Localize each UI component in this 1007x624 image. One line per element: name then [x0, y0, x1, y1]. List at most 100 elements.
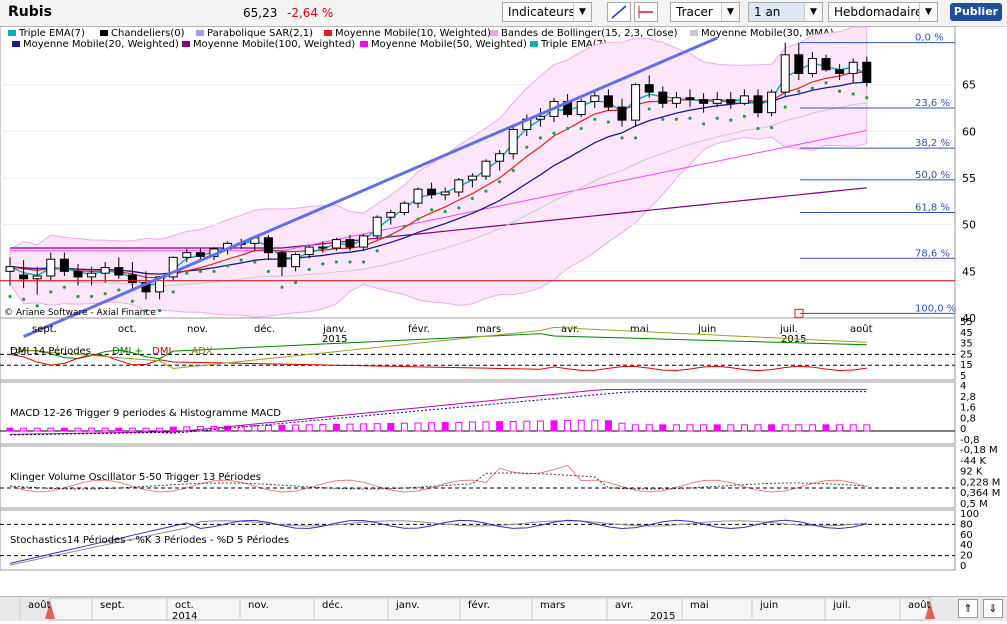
ma100-line	[10, 187, 867, 249]
macd-histogram-bar	[33, 427, 41, 432]
legend-swatch	[690, 30, 698, 36]
klinger-panel-title: Klinger Volume Oscillator 5-50 Trigger 1…	[10, 472, 261, 483]
collapse-icon[interactable]: ⇓	[983, 599, 1003, 618]
stoch-k-line	[9, 519, 867, 564]
draw-dropdown[interactable]: Tracer ▼	[670, 2, 740, 22]
macd-histogram-bar	[795, 424, 803, 432]
y-tick-label: 45	[962, 265, 976, 278]
macd-histogram-bar	[360, 423, 368, 432]
macd-histogram-bar	[740, 424, 748, 432]
indicator-tick-label: 4	[960, 381, 966, 392]
interval-value: Hebdomadaire	[834, 5, 923, 19]
candle-body	[386, 212, 396, 218]
y-tick-label: 55	[962, 172, 976, 185]
fib-level-label: 23,6 %	[915, 98, 950, 109]
indicator-tick-label: 0,228 M	[960, 477, 1000, 488]
sar-dot	[647, 107, 651, 111]
navigator-month-label: mai	[690, 600, 709, 611]
sar-dot	[35, 304, 39, 308]
legend-label: Moyenne Mobile(50, Weighted)	[371, 39, 527, 50]
legend-swatch	[100, 30, 108, 36]
legend-label: Bandes de Bollinger(15, 2,3, Close)	[501, 28, 678, 39]
sar-dot	[375, 249, 379, 253]
publish-button[interactable]: Publier	[950, 3, 1002, 21]
candle-body	[100, 267, 110, 274]
left-handle-icon	[45, 601, 55, 619]
sar-dot	[130, 299, 134, 303]
period-select[interactable]: 1 an ▼	[748, 2, 823, 22]
x-tick-label: mars	[476, 324, 501, 335]
sar-dot	[443, 210, 447, 214]
candle-body	[87, 272, 97, 278]
sar-dot	[498, 180, 502, 184]
navigator-year-label: 2015	[650, 611, 675, 621]
sar-dot	[266, 269, 270, 273]
x-tick-label: août	[850, 323, 873, 335]
sar-dot	[103, 292, 107, 296]
sar-dot	[185, 271, 189, 275]
macd-histogram-bar	[115, 427, 123, 432]
candle-body	[671, 97, 681, 104]
toolbar: Rubis 65,23 -2,64 % Indicateurs ▼ Tracer…	[0, 0, 1007, 27]
macd-histogram-bar	[645, 424, 653, 432]
x-tick-label: nov.	[187, 324, 208, 335]
expand-up-icon[interactable]: ⇑	[958, 599, 978, 618]
sar-dot	[362, 260, 366, 264]
fib-level-label: 38,2 %	[915, 138, 950, 149]
stochastics-panel-title: Stochastics14 Périodes - %K 3 Périodes -…	[10, 535, 290, 546]
trend-line	[23, 36, 718, 339]
level-draw-button[interactable]	[634, 2, 658, 22]
sar-dot	[851, 92, 855, 96]
candle-body	[726, 99, 736, 104]
candle-body	[685, 97, 695, 101]
macd-histogram-bar	[509, 420, 517, 432]
candle-body	[32, 275, 42, 280]
sar-dot	[688, 116, 692, 120]
macd-histogram-bar	[632, 424, 640, 432]
indicator-tick-label: 1,6	[960, 403, 976, 414]
time-navigator[interactable]: août sept. oct. nov. déc. janv. févr. mars avr. m…	[0, 596, 1007, 622]
sar-dot	[226, 264, 230, 268]
x-tick-label: avr.	[561, 324, 579, 335]
candle-body	[73, 270, 83, 278]
candle-body	[835, 69, 845, 74]
x-tick-label: juin	[697, 324, 716, 335]
macd-histogram-bar	[319, 424, 327, 432]
navigator-year-label: 2014	[172, 611, 197, 621]
interval-select[interactable]: Hebdomadaire ▼	[828, 2, 938, 22]
macd-trigger-line	[9, 391, 867, 436]
candle-body	[753, 95, 763, 114]
sar-dot	[579, 126, 583, 131]
sar-dot	[620, 136, 624, 140]
navigator-track[interactable]: août sept. oct. nov. déc. janv. févr. mars avr. m…	[0, 597, 1007, 622]
draw-label: Tracer	[676, 5, 713, 19]
candle-body	[427, 188, 437, 196]
klinger-trigger-line	[9, 472, 867, 490]
macd-histogram-bar	[808, 424, 816, 432]
candle-body	[467, 175, 477, 181]
line-draw-button[interactable]	[607, 2, 631, 22]
sar-dot	[402, 224, 406, 229]
indicator-tick-label: 92 K	[960, 467, 983, 478]
legend-swatch	[196, 30, 204, 36]
macd-histogram-bar	[156, 427, 164, 432]
sar-dot	[416, 217, 420, 221]
candle-body	[603, 95, 613, 108]
candle-body	[454, 179, 464, 193]
x-tick-label: juil.	[779, 324, 798, 335]
indicators-dropdown[interactable]: Indicateurs ▼	[502, 2, 592, 22]
macd-histogram-bar	[863, 424, 871, 432]
x-tick-label: déc.	[254, 323, 275, 335]
indicator-tick-label: 0,8	[960, 413, 976, 424]
macd-histogram-bar	[550, 420, 558, 432]
sar-dot	[783, 105, 787, 109]
macd-histogram-bar	[441, 422, 449, 432]
macd-histogram-bar	[754, 424, 762, 432]
fib-level-label: 0,0 %	[915, 33, 944, 44]
macd-histogram-bar	[836, 424, 844, 432]
fib-anchor	[794, 308, 804, 318]
candle-body	[345, 239, 355, 248]
indicator-tick-label: 15	[960, 360, 973, 371]
candle-body	[372, 216, 382, 237]
